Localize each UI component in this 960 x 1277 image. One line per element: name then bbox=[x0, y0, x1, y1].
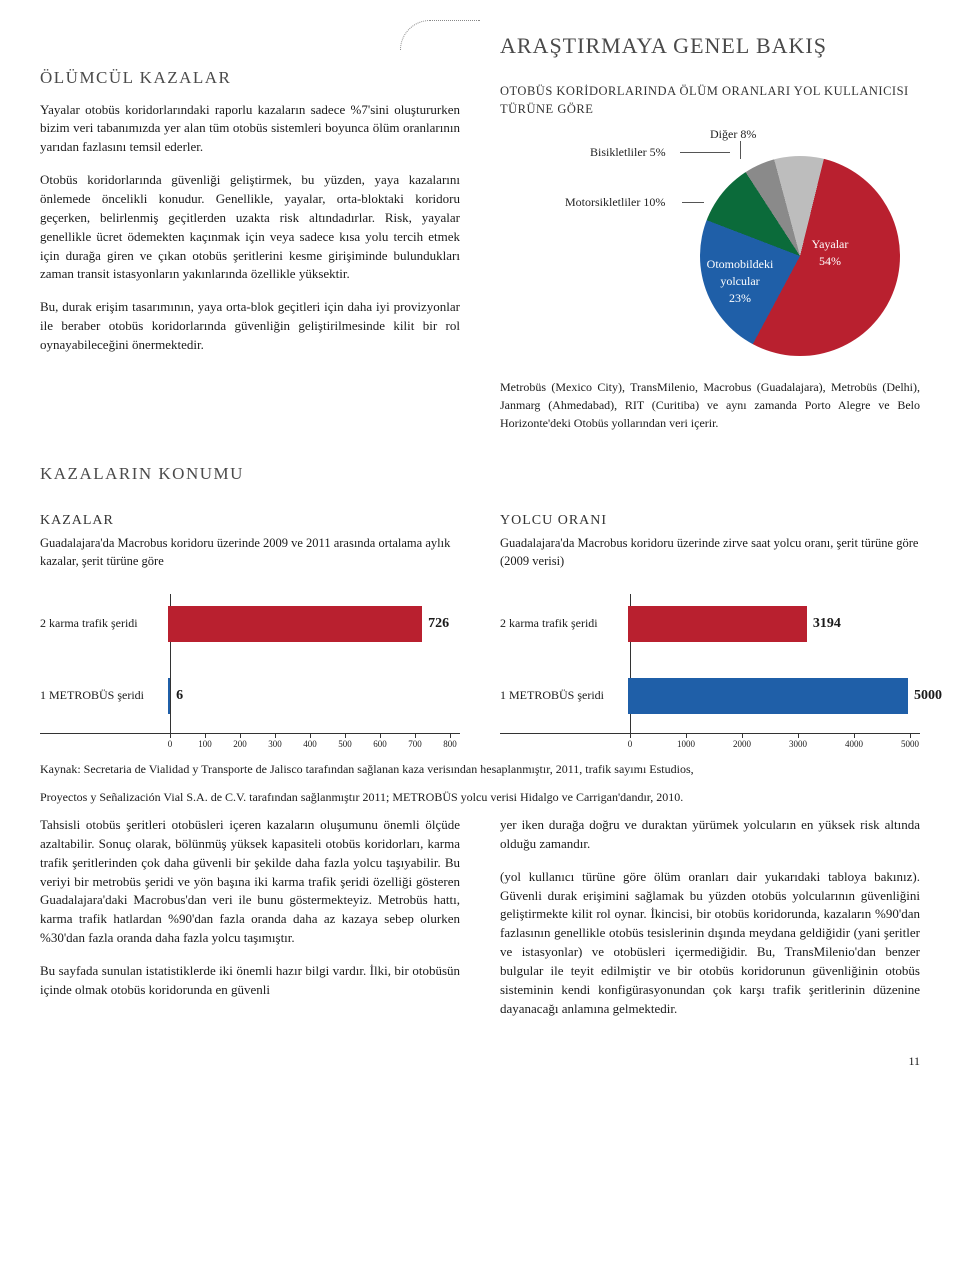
bottom-left-p2: Bu sayfada sunulan istatistiklerde iki ö… bbox=[40, 962, 460, 1000]
chart-kazalar-title: KAZALAR bbox=[40, 511, 460, 531]
x-tick-label: 100 bbox=[198, 738, 212, 751]
bottom-left-p1: Tahsisli otobüs şeritleri otobüsleri içe… bbox=[40, 816, 460, 948]
bar-row: 1 METROBÜS şeridi6 bbox=[40, 674, 460, 718]
bar-rect: 726 bbox=[168, 606, 422, 642]
chart-kazalar-plot: 2 karma trafik şeridi7261 METROBÜS şerid… bbox=[40, 594, 460, 734]
chart-source-1: Kaynak: Secretaria de Vialidad y Transpo… bbox=[40, 760, 920, 778]
x-tick-label: 2000 bbox=[733, 738, 751, 751]
x-tick-label: 200 bbox=[233, 738, 247, 751]
x-tick-label: 600 bbox=[373, 738, 387, 751]
x-tick-label: 5000 bbox=[901, 738, 919, 751]
pie-leader-other bbox=[740, 141, 741, 159]
bottom-left-col: Tahsisli otobüs şeritleri otobüsleri içe… bbox=[40, 816, 460, 1032]
location-heading: KAZALARIN KONUMU bbox=[40, 462, 920, 487]
bar-rect: 5000 bbox=[628, 678, 908, 714]
bar-category-label: 2 karma trafik şeridi bbox=[500, 615, 628, 632]
chart-yolcu-title: YOLCU ORANI bbox=[500, 511, 920, 531]
chart-source-2: Proyectos y Señalización Vial S.A. de C.… bbox=[40, 788, 920, 806]
x-tick-label: 800 bbox=[443, 738, 457, 751]
bar-category-label: 1 METROBÜS şeridi bbox=[500, 687, 628, 704]
x-tick-label: 500 bbox=[338, 738, 352, 751]
bar-row: 1 METROBÜS şeridi5000 bbox=[500, 674, 920, 718]
x-tick-label: 700 bbox=[408, 738, 422, 751]
x-tick-label: 0 bbox=[168, 738, 173, 751]
bar-value-label: 3194 bbox=[813, 614, 841, 634]
bar-category-label: 1 METROBÜS şeridi bbox=[40, 687, 168, 704]
pie-auto-text1: Otomobildeki bbox=[707, 257, 774, 271]
chart-yolcu: YOLCU ORANI Guadalajara'da Macrobus kori… bbox=[500, 511, 920, 734]
left-para-1: Yayalar otobüs koridorlarındaki raporlu … bbox=[40, 101, 460, 158]
chart-kazalar: KAZALAR Guadalajara'da Macrobus koridoru… bbox=[40, 511, 460, 734]
bottom-right-col: yer iken durağa doğru ve duraktan yürüme… bbox=[500, 816, 920, 1032]
x-tick-label: 300 bbox=[268, 738, 282, 751]
x-tick-label: 1000 bbox=[677, 738, 695, 751]
page-title: ARAŞTIRMAYA GENEL BAKIŞ bbox=[500, 30, 920, 62]
bar-value-label: 5000 bbox=[914, 686, 942, 706]
bottom-right-p2: (yol kullanıcı türüne göre ölüm oranları… bbox=[500, 868, 920, 1019]
chart-kazalar-desc: Guadalajara'da Macrobus koridoru üzerind… bbox=[40, 535, 460, 570]
right-column: ARAŞTIRMAYA GENEL BAKIŞ OTOBÜS KORİDORLA… bbox=[500, 30, 920, 432]
pie-source-note: Metrobüs (Mexico City), TransMilenio, Ma… bbox=[500, 378, 920, 432]
bar-row: 2 karma trafik şeridi726 bbox=[40, 602, 460, 646]
pie-auto-pct: 23% bbox=[729, 291, 751, 305]
pie-subtitle: OTOBÜS KORİDORLARINDA ÖLÜM ORANLARI YOL … bbox=[500, 82, 920, 118]
top-section: ÖLÜMCÜL KAZALAR Yayalar otobüs koridorla… bbox=[40, 30, 920, 432]
x-tick-label: 400 bbox=[303, 738, 317, 751]
x-tick-label: 0 bbox=[628, 738, 633, 751]
chart-yolcu-desc: Guadalajara'da Macrobus koridoru üzerind… bbox=[500, 535, 920, 570]
left-para-3: Bu, durak erişim tasarımının, yaya orta-… bbox=[40, 298, 460, 355]
pie-leader-bike bbox=[680, 152, 730, 153]
bar-rect: 3194 bbox=[628, 606, 807, 642]
bar-category-label: 2 karma trafik şeridi bbox=[40, 615, 168, 632]
left-para-2: Otobüs koridorlarında güvenliği geliştir… bbox=[40, 171, 460, 284]
bar-value-label: 6 bbox=[176, 686, 183, 706]
bar-charts-row: KAZALAR Guadalajara'da Macrobus koridoru… bbox=[40, 511, 920, 734]
pie-slice-label-yayalar: Yayalar 54% bbox=[790, 236, 870, 270]
x-tick-label: 3000 bbox=[789, 738, 807, 751]
bottom-columns: Tahsisli otobüs şeritleri otobüsleri içe… bbox=[40, 816, 920, 1032]
pie-label-moto: Motorsikletliler 10% bbox=[565, 194, 665, 211]
x-tick-label: 4000 bbox=[845, 738, 863, 751]
pie-yayalar-text: Yayalar bbox=[812, 237, 849, 251]
bottom-right-p1: yer iken durağa doğru ve duraktan yürüme… bbox=[500, 816, 920, 854]
pie-label-bike: Bisikletliler 5% bbox=[590, 144, 666, 161]
bar-rect: 6 bbox=[168, 678, 170, 714]
pie-slice-label-auto: Otomobildeki yolcular 23% bbox=[695, 256, 785, 306]
pie-leader-moto bbox=[682, 202, 704, 203]
page-number: 11 bbox=[40, 1053, 920, 1070]
pie-chart-container: Diğer 8% Bisikletliler 5% Motorsikletlil… bbox=[500, 126, 920, 366]
chart-yolcu-plot: 2 karma trafik şeridi31941 METROBÜS şeri… bbox=[500, 594, 920, 734]
pie-yayalar-pct: 54% bbox=[819, 254, 841, 268]
pie-auto-text2: yolcular bbox=[720, 274, 759, 288]
pie-label-other: Diğer 8% bbox=[710, 126, 756, 143]
left-column: ÖLÜMCÜL KAZALAR Yayalar otobüs koridorla… bbox=[40, 30, 460, 432]
bar-value-label: 726 bbox=[428, 614, 449, 634]
fatal-accidents-heading: ÖLÜMCÜL KAZALAR bbox=[40, 66, 460, 91]
bar-row: 2 karma trafik şeridi3194 bbox=[500, 602, 920, 646]
